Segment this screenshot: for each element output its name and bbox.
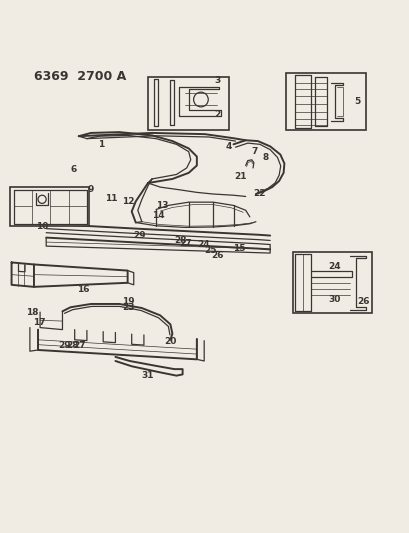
Text: 15: 15 <box>232 244 245 253</box>
Text: 1: 1 <box>98 140 104 149</box>
Text: 27: 27 <box>74 342 86 350</box>
Text: 23: 23 <box>122 303 135 312</box>
Text: 13: 13 <box>155 201 168 210</box>
Bar <box>286 73 365 130</box>
Text: 8: 8 <box>262 153 269 162</box>
Text: 12: 12 <box>122 197 135 206</box>
Text: 19: 19 <box>122 296 135 305</box>
Text: 14: 14 <box>151 211 164 220</box>
Text: 22: 22 <box>253 189 265 198</box>
Text: 28: 28 <box>174 236 187 245</box>
Text: 17: 17 <box>33 318 45 327</box>
Text: 9: 9 <box>88 184 94 193</box>
Text: 24: 24 <box>327 262 340 271</box>
Text: 26: 26 <box>356 296 369 305</box>
Text: 7: 7 <box>251 147 257 156</box>
Bar <box>148 77 229 130</box>
Text: 26: 26 <box>211 251 223 260</box>
Text: 11: 11 <box>105 193 117 203</box>
Text: 27: 27 <box>179 239 191 248</box>
Text: 25: 25 <box>204 246 216 255</box>
Text: 16: 16 <box>76 285 89 294</box>
Text: 5: 5 <box>354 97 360 106</box>
Text: 29: 29 <box>133 231 146 240</box>
Bar <box>292 252 371 313</box>
Text: 6: 6 <box>71 165 77 174</box>
Text: 3: 3 <box>213 76 220 85</box>
Text: 30: 30 <box>328 295 340 304</box>
Text: 18: 18 <box>26 308 38 317</box>
Text: 6369  2700 A: 6369 2700 A <box>34 70 126 83</box>
Bar <box>9 187 89 226</box>
Text: 2: 2 <box>213 110 220 119</box>
Text: 10: 10 <box>36 222 48 231</box>
Text: 4: 4 <box>225 142 231 151</box>
Text: 28: 28 <box>66 342 79 350</box>
Text: 20: 20 <box>164 337 176 346</box>
Text: 24: 24 <box>197 240 209 248</box>
Text: 29: 29 <box>58 342 71 350</box>
Text: 21: 21 <box>233 172 246 181</box>
Text: 31: 31 <box>142 371 154 380</box>
